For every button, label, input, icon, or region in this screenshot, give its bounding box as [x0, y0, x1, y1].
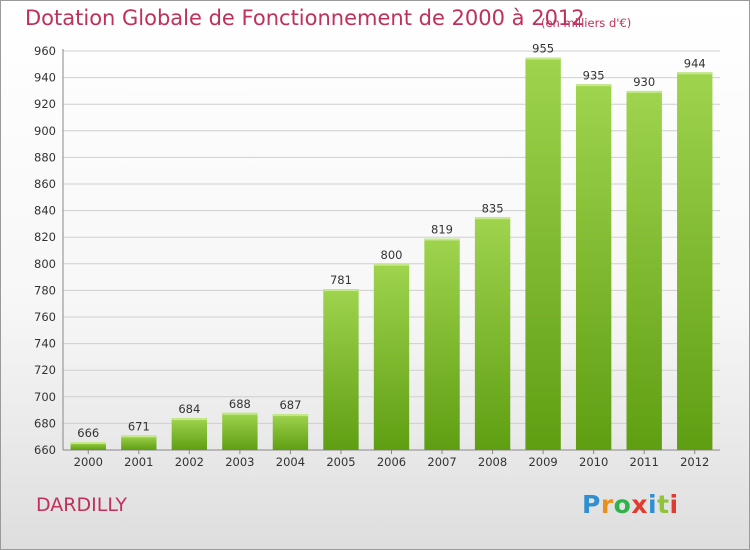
x-tick-label: 2010: [579, 455, 608, 469]
x-tick-label: 2005: [326, 455, 355, 469]
bar-highlight: [373, 263, 410, 266]
logo-letter: i: [648, 490, 658, 519]
bar: [373, 263, 410, 450]
y-tick-label: 780: [34, 283, 56, 297]
y-tick-label: 880: [34, 150, 56, 164]
logo-letter: i: [669, 490, 679, 519]
unit-label: (en milliers d'€): [541, 16, 632, 30]
x-tick-label: 2007: [427, 455, 456, 469]
bar-highlight: [525, 57, 561, 60]
data-label: 687: [279, 398, 301, 412]
data-label: 835: [482, 201, 504, 215]
bar-highlight: [677, 72, 713, 75]
bar: [677, 72, 713, 450]
data-label: 955: [532, 42, 554, 56]
x-tick-label: 2001: [124, 455, 153, 469]
bar: [171, 418, 208, 450]
data-label: 688: [229, 397, 251, 411]
y-tick-label: 960: [34, 44, 56, 58]
bar: [626, 90, 662, 451]
y-tick-label: 840: [34, 204, 56, 218]
data-label: 671: [128, 419, 150, 433]
y-tick-label: 700: [34, 390, 56, 404]
bar: [474, 217, 511, 450]
x-tick-label: 2006: [377, 455, 406, 469]
bar-highlight: [626, 90, 662, 93]
logo-letter: o: [613, 490, 632, 519]
y-tick-label: 860: [34, 177, 56, 191]
data-label: 819: [431, 223, 453, 237]
chart-title: Dotation Globale de Fonctionnement de 20…: [25, 6, 585, 30]
bar: [575, 84, 612, 450]
bar-highlight: [272, 414, 309, 417]
logo-letter: P: [582, 490, 601, 519]
bar-highlight: [222, 412, 258, 415]
data-label: 800: [381, 248, 403, 262]
bar-highlight: [424, 238, 460, 241]
bar: [272, 414, 309, 450]
data-label: 944: [684, 56, 706, 70]
data-label: 666: [77, 426, 99, 440]
data-label: 935: [583, 68, 605, 82]
bar-highlight: [70, 442, 106, 445]
data-label: 684: [178, 402, 200, 416]
bar-highlight: [575, 84, 612, 87]
logo-letter: x: [631, 490, 648, 519]
x-tick-label: 2011: [630, 455, 659, 469]
bar-highlight: [474, 217, 511, 220]
logo-letter: r: [600, 490, 614, 519]
bar: [70, 442, 106, 450]
bar: [222, 412, 258, 450]
x-tick-label: 2008: [478, 455, 507, 469]
y-tick-label: 940: [34, 71, 56, 85]
y-tick-label: 720: [34, 363, 56, 377]
y-tick-label: 820: [34, 230, 56, 244]
y-tick-label: 660: [34, 443, 56, 457]
x-tick-label: 2002: [175, 455, 204, 469]
x-tick-label: 2004: [276, 455, 305, 469]
data-label: 930: [633, 75, 655, 89]
bar: [323, 289, 359, 450]
bar-highlight: [121, 435, 157, 438]
x-tick-label: 2000: [74, 455, 103, 469]
x-tick-label: 2003: [225, 455, 254, 469]
bar: [121, 435, 157, 450]
y-tick-label: 920: [34, 97, 56, 111]
bar: [525, 57, 561, 451]
y-tick-label: 680: [34, 416, 56, 430]
y-tick-label: 740: [34, 337, 56, 351]
x-tick-label: 2012: [680, 455, 709, 469]
place-name: DARDILLY: [36, 494, 127, 516]
x-tick-label: 2009: [528, 455, 557, 469]
bar: [424, 238, 460, 450]
data-label: 781: [330, 273, 352, 287]
y-tick-label: 900: [34, 124, 56, 138]
bar-highlight: [171, 418, 208, 421]
proxiti-logo: Proxiti: [582, 490, 679, 519]
logo-letter: t: [657, 490, 670, 519]
y-tick-label: 800: [34, 257, 56, 271]
y-tick-label: 760: [34, 310, 56, 324]
bar-highlight: [323, 289, 359, 292]
